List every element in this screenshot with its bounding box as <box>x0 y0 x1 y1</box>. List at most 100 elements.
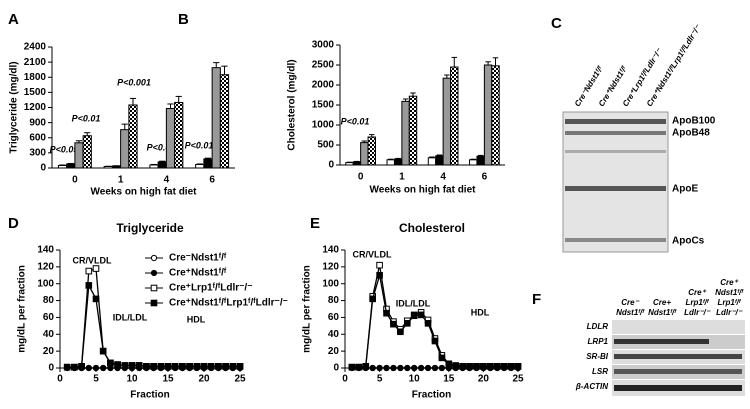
point <box>383 364 390 372</box>
y-tick-label: 3000 <box>312 40 335 51</box>
chart-title: Cholesterol <box>399 221 465 235</box>
bar <box>352 161 362 166</box>
x-axis-label: Weeks on high fat diet <box>370 185 477 196</box>
annotation: P<0.01 <box>72 113 101 123</box>
bar <box>401 100 410 166</box>
point <box>410 312 418 320</box>
point <box>128 362 136 369</box>
band-label: ApoB48 <box>672 128 710 139</box>
x-axis-label: Fraction <box>130 390 169 401</box>
bar <box>203 158 213 169</box>
row-label: LRP1 <box>588 337 609 346</box>
bar <box>386 159 395 166</box>
y-tick-label: 0 <box>40 163 46 174</box>
x-tick-label: 25 <box>512 374 524 385</box>
bar <box>57 164 68 169</box>
group-label: Lrp1ᶠ/ᶠ <box>718 298 742 307</box>
annotation: IDL/LDL <box>113 312 148 322</box>
point <box>92 295 100 303</box>
point <box>452 363 460 370</box>
bar <box>195 163 205 169</box>
point <box>78 363 85 370</box>
annotation: HDL <box>187 314 206 324</box>
point <box>418 364 425 372</box>
y-tick-label: 140 <box>37 245 54 256</box>
point <box>480 363 487 370</box>
x-tick-label: 20 <box>198 374 210 385</box>
y-tick-label: 0 <box>328 160 334 171</box>
y-tick-label: 900 <box>29 117 46 128</box>
legend-marker <box>150 299 158 307</box>
point <box>445 361 453 368</box>
legend-marker <box>150 269 158 277</box>
y-tick-label: 100 <box>37 278 54 289</box>
y-tick-label: 80 <box>43 295 55 306</box>
point <box>150 363 157 370</box>
bar <box>483 64 493 166</box>
bar <box>103 165 113 169</box>
point <box>121 362 129 369</box>
group-label: Ndst1ᶠ/ᶠ <box>648 308 677 317</box>
point <box>186 363 193 370</box>
point <box>85 267 93 275</box>
annotation: P<0.05 <box>147 142 177 152</box>
annotation: CR/VLDL <box>353 249 392 259</box>
bar <box>491 65 500 166</box>
annotation: P<0.001 <box>117 77 151 87</box>
x-tick-label: 1 <box>399 172 405 183</box>
y-tick-label: 0 <box>48 363 54 374</box>
point <box>107 359 114 367</box>
point <box>404 364 411 372</box>
group-label: Ldlr⁻/⁻ <box>716 308 743 317</box>
band-label: ApoB100 <box>672 116 716 127</box>
bar <box>442 77 452 166</box>
panel-letter: D <box>8 215 19 232</box>
bar <box>408 95 418 166</box>
blot-c-image <box>562 111 669 253</box>
x-tick-label: 4 <box>164 175 170 186</box>
y-axis-label: mg/dL per fraction <box>302 265 313 353</box>
point <box>403 320 411 327</box>
point <box>431 364 439 372</box>
bar <box>211 67 221 169</box>
point <box>157 363 165 370</box>
y-tick-label: 2100 <box>24 57 47 68</box>
point <box>355 363 363 371</box>
y-tick-label: 20 <box>328 346 340 357</box>
point <box>473 363 480 370</box>
annotation: HDL <box>471 307 490 317</box>
point <box>500 363 508 370</box>
point <box>459 363 466 370</box>
point <box>207 363 215 370</box>
x-tick-label: 4 <box>440 172 446 183</box>
blot-f-image <box>612 320 745 396</box>
y-tick-label: 120 <box>37 261 54 272</box>
y-tick-label: 60 <box>328 312 340 323</box>
point <box>369 364 376 372</box>
point <box>71 363 78 371</box>
point <box>424 320 432 327</box>
bar <box>149 164 159 169</box>
bar <box>111 165 122 169</box>
x-tick-label: 0 <box>72 175 78 186</box>
group-label: Lrp1ᶠ/ᶠ <box>686 298 710 307</box>
legend-label: Cre⁺Ndst1ᶠ/ᶠLrp1ᶠ/ᶠLdlr⁻/⁻ <box>169 298 288 309</box>
point <box>92 364 100 372</box>
panel-letter: A <box>8 11 19 28</box>
point <box>390 320 397 328</box>
y-tick-label: 60 <box>43 312 55 323</box>
point <box>397 328 404 336</box>
y-tick-label: 120 <box>322 261 339 272</box>
point <box>493 363 501 370</box>
point <box>376 364 383 372</box>
series-line <box>351 275 518 368</box>
x-tick-label: 0 <box>57 374 63 385</box>
point <box>99 347 107 355</box>
point <box>348 363 356 371</box>
y-axis-label: Triglyceride (mg/dl) <box>9 61 20 153</box>
point <box>438 354 446 362</box>
row-label: SR-BI <box>586 352 609 361</box>
point <box>171 363 179 370</box>
point <box>114 361 121 368</box>
x-tick-label: 0 <box>358 172 364 183</box>
